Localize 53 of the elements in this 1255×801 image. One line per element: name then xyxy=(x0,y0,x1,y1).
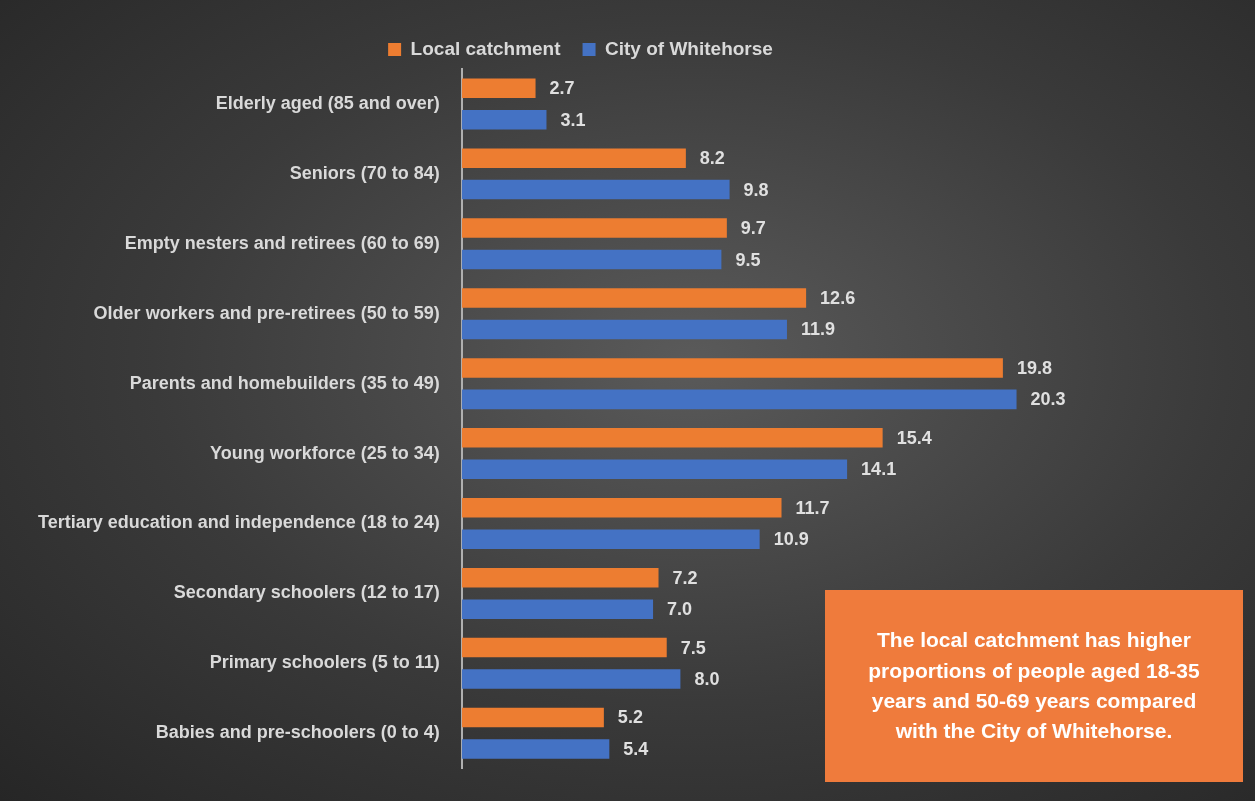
bar xyxy=(461,389,1017,410)
data-label: 9.8 xyxy=(743,179,769,200)
bar xyxy=(461,109,547,130)
y-tick-label: Primary schoolers (5 to 11) xyxy=(209,652,440,673)
y-tick-label: Parents and homebuilders (35 to 49) xyxy=(129,372,440,393)
data-label: 2.7 xyxy=(549,78,575,99)
data-label: 20.3 xyxy=(1030,389,1066,410)
bar xyxy=(461,249,722,270)
data-label: 15.4 xyxy=(896,427,932,448)
bar xyxy=(461,567,659,588)
data-label: 11.9 xyxy=(800,319,836,340)
data-label: 7.5 xyxy=(680,637,706,658)
y-tick-label: Elderly aged (85 and over) xyxy=(215,92,440,113)
bar xyxy=(461,179,730,200)
data-label: 10.9 xyxy=(773,529,809,550)
data-label: 3.1 xyxy=(560,109,586,130)
bar xyxy=(461,497,782,518)
data-label: 11.7 xyxy=(795,497,830,518)
y-tick-label: Tertiary education and independence (18 to 24) xyxy=(37,512,440,533)
data-label: 9.5 xyxy=(735,249,761,270)
bar xyxy=(461,669,681,689)
y-tick-label: Babies and pre-schoolers (0 to 4) xyxy=(155,722,440,743)
bar xyxy=(461,739,610,759)
data-label: 5.4 xyxy=(623,738,649,759)
bar xyxy=(461,78,536,98)
data-label: 14.1 xyxy=(861,459,897,480)
data-label: 8.2 xyxy=(699,148,725,169)
data-label: 8.0 xyxy=(694,669,720,690)
bar xyxy=(461,288,807,308)
legend-label: City of Whitehorse xyxy=(605,37,773,59)
bar xyxy=(461,148,686,168)
bar xyxy=(461,428,883,448)
callout-box: The local catchment has higher proportions of people aged 18-35 years and 50-69 years compared with the City of Whitehorse. xyxy=(825,590,1243,782)
bar xyxy=(461,319,787,340)
data-label: 12.6 xyxy=(820,287,856,308)
bar xyxy=(461,637,667,658)
bar xyxy=(461,599,654,619)
bar xyxy=(461,358,1003,378)
data-label: 9.7 xyxy=(740,218,766,239)
y-tick-label: Older workers and pre-retirees (50 to 59) xyxy=(93,302,440,323)
legend-label: Local catchment xyxy=(410,37,562,59)
data-label: 7.2 xyxy=(672,567,698,588)
bar xyxy=(461,459,848,480)
y-tick-label: Young workforce (25 to 34) xyxy=(210,442,440,463)
bar xyxy=(461,707,604,728)
data-label: 19.8 xyxy=(1016,357,1052,378)
data-label: 5.2 xyxy=(617,707,643,728)
y-tick-label: Seniors (70 to 84) xyxy=(289,162,440,183)
y-tick-label: Empty nesters and retirees (60 to 69) xyxy=(124,232,440,253)
bar xyxy=(461,218,727,238)
bar xyxy=(461,529,760,549)
y-tick-label: Secondary schoolers (12 to 17) xyxy=(173,582,440,603)
data-label: 7.0 xyxy=(667,599,693,620)
